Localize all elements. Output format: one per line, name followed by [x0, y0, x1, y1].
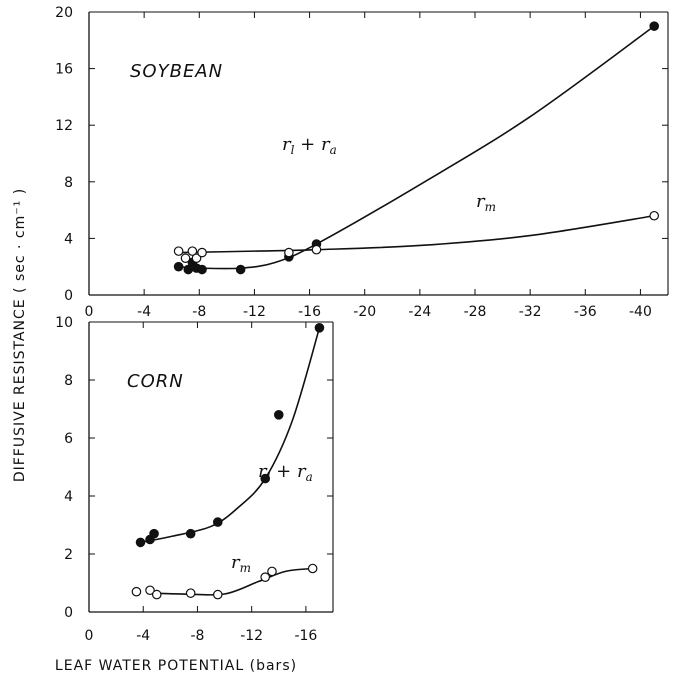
data-point-open [185, 588, 196, 598]
data-point-open [197, 247, 207, 258]
x-tick-label: -20 [353, 304, 376, 320]
series-label-rl-ra: rl + ra [258, 461, 313, 484]
x-tick-label: 0 [85, 304, 94, 320]
series-line-rl-ra [178, 25, 655, 270]
data-point-open [267, 566, 277, 577]
series-line-rl-ra [140, 327, 321, 544]
data-point-filled [149, 528, 159, 539]
series-line-rm [149, 567, 313, 596]
x-tick-label: -12 [240, 628, 263, 644]
y-tick-label: 10 [55, 315, 73, 331]
data-point-filled [185, 528, 196, 539]
panel-title: SOYBEAN [130, 61, 223, 82]
series-label-rm: rm [476, 191, 496, 214]
data-point-filled [649, 21, 660, 31]
series-label-rm: rm [231, 552, 251, 575]
data-point-filled [135, 537, 146, 548]
x-tick-label: -16 [298, 304, 321, 320]
x-tick-label: -24 [408, 304, 431, 320]
x-axis-title: LEAF WATER POTENTIAL (bars) [55, 658, 297, 674]
x-tick-label: -4 [136, 628, 150, 644]
data-point-open [151, 589, 162, 600]
x-tick-label: 0 [85, 628, 94, 644]
soybean-panel: 0 4 8 12 16 20 0 -4 -8 -12 -16 -20 -24 -28 -32 -36 -40 SO… [55, 5, 669, 320]
data-point-filled [197, 264, 207, 275]
x-tick-label: -28 [464, 304, 487, 320]
series-label-rl-ra: rl + ra [282, 134, 337, 157]
y-tick-label: 8 [64, 175, 73, 191]
x-tick-label: -4 [137, 304, 151, 320]
y-tick-label: 0 [64, 605, 73, 621]
data-point-open [260, 572, 271, 582]
y-tick-label: 4 [64, 231, 73, 247]
series-line-rm [178, 214, 655, 254]
x-tick-label: -40 [629, 304, 652, 320]
x-tick-label: -36 [574, 304, 597, 320]
data-point-open [180, 253, 191, 264]
data-point-open [145, 585, 155, 596]
y-tick-label: 4 [64, 489, 73, 505]
data-point-open [284, 247, 294, 258]
data-point-open [311, 244, 322, 255]
data-point-open [212, 589, 223, 600]
y-tick-label: 0 [64, 288, 73, 304]
data-point-open [131, 586, 142, 597]
x-tick-label: -8 [190, 628, 204, 644]
y-tick-label: 16 [55, 62, 73, 78]
y-tick-label: 20 [55, 5, 73, 21]
y-tick-label: 2 [64, 547, 73, 563]
data-point-filled [173, 261, 184, 272]
data-point-filled [235, 264, 246, 275]
y-tick-label: 12 [55, 118, 73, 134]
data-point-open [191, 253, 202, 264]
x-tick-label: -32 [519, 304, 542, 320]
y-axis-title: DIFFUSIVE RESISTANCE ( sec · cm⁻¹ ) [12, 188, 28, 482]
data-point-open [649, 210, 660, 221]
y-tick-label: 8 [64, 373, 73, 389]
x-tick-label: -12 [243, 304, 266, 320]
data-point-filled [314, 322, 325, 333]
x-tick-label: -8 [192, 304, 206, 320]
data-point-open [187, 246, 198, 256]
data-point-filled [212, 517, 223, 527]
data-point-filled [260, 473, 271, 484]
data-point-open [307, 563, 318, 574]
data-point-filled [273, 409, 284, 420]
corn-panel: 0 2 4 6 8 10 0 -4 -8 -12 -16 CORN rl + ra rm [55, 315, 334, 644]
x-tick-label: -16 [294, 628, 317, 644]
data-point-open [173, 246, 184, 256]
panel-title: CORN [127, 371, 184, 392]
y-tick-label: 6 [64, 431, 73, 447]
